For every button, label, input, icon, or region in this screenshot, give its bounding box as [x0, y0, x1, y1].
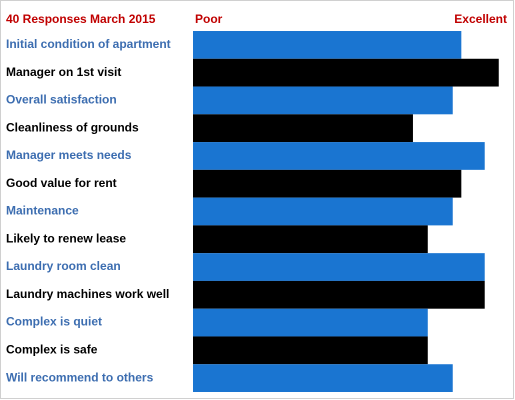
category-label: Laundry machines work well: [6, 287, 169, 301]
category-label: Will recommend to others: [6, 370, 154, 384]
bar: [193, 280, 485, 309]
category-label: Cleanliness of grounds: [6, 120, 139, 134]
category-label: Overall satisfaction: [6, 93, 117, 107]
bar: [193, 169, 462, 198]
bar: [193, 86, 453, 115]
category-label: Laundry room clean: [6, 259, 121, 273]
category-label: Complex is quiet: [6, 315, 102, 329]
category-label: Manager on 1st visit: [6, 65, 121, 79]
bar: [193, 114, 413, 143]
bar: [193, 142, 485, 170]
bar: [193, 308, 428, 337]
category-label: Manager meets needs: [6, 148, 132, 162]
category-label: Likely to renew lease: [6, 231, 126, 245]
bar: [193, 31, 462, 59]
category-label: Good value for rent: [6, 176, 117, 190]
bar: [193, 336, 428, 365]
axis-label-left: Poor: [195, 12, 223, 26]
bar: [193, 364, 453, 392]
bar: [193, 58, 499, 87]
bar: [193, 197, 453, 226]
category-label: Maintenance: [6, 204, 79, 218]
bar: [193, 225, 428, 254]
category-label: Complex is safe: [6, 343, 98, 357]
axis-label-right: Excellent: [454, 12, 507, 26]
chart-title: 40 Responses March 2015: [6, 12, 156, 26]
bar: [193, 253, 485, 281]
category-label: Initial condition of apartment: [6, 37, 171, 51]
